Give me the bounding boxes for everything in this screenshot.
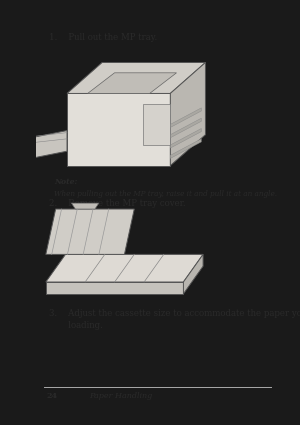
Polygon shape: [26, 130, 67, 159]
Polygon shape: [46, 255, 203, 282]
Text: Paper Handling: Paper Handling: [89, 392, 153, 400]
Polygon shape: [170, 62, 206, 166]
Polygon shape: [46, 282, 183, 294]
Polygon shape: [183, 255, 203, 294]
Text: 2.    Remove the MP tray cover.: 2. Remove the MP tray cover.: [49, 199, 186, 208]
Polygon shape: [170, 139, 201, 159]
Polygon shape: [15, 157, 30, 168]
Polygon shape: [71, 203, 99, 209]
Text: 1.    Pull out the MP tray.: 1. Pull out the MP tray.: [49, 33, 158, 42]
Polygon shape: [170, 128, 201, 148]
Polygon shape: [170, 118, 201, 138]
Text: 24: 24: [47, 392, 58, 400]
Text: When pulling out the MP tray, raise it and pull it at an angle.: When pulling out the MP tray, raise it a…: [54, 190, 277, 198]
Text: loading.: loading.: [49, 321, 103, 330]
Polygon shape: [143, 104, 170, 145]
Text: 3.    Adjust the cassette size to accommodate the paper you are: 3. Adjust the cassette size to accommoda…: [49, 309, 300, 318]
Polygon shape: [46, 209, 134, 255]
Polygon shape: [170, 108, 201, 128]
Text: Note:: Note:: [54, 178, 78, 186]
Polygon shape: [88, 73, 176, 94]
Polygon shape: [67, 62, 206, 94]
Polygon shape: [67, 94, 170, 166]
